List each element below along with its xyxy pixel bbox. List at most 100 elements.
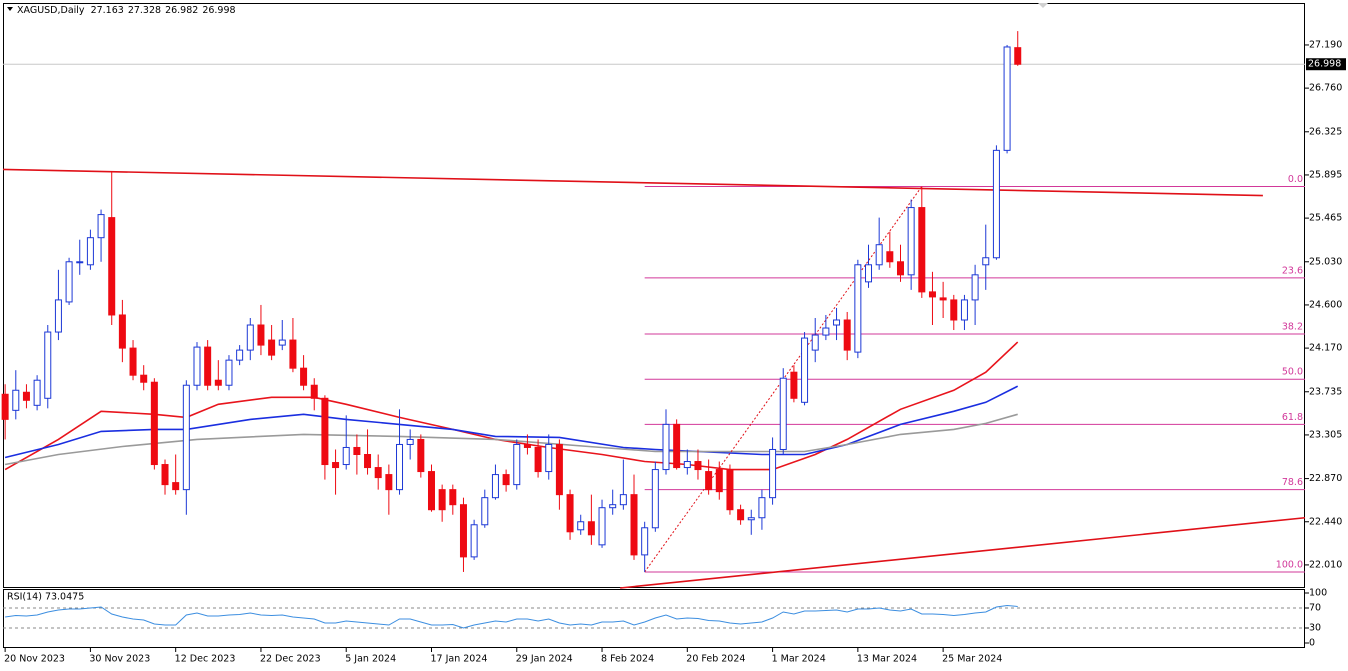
candle-body <box>438 489 446 511</box>
candle-body <box>896 261 904 276</box>
candle-body <box>172 482 180 491</box>
candle-body <box>161 464 169 486</box>
candle-body <box>118 314 126 349</box>
candle-body <box>182 384 190 491</box>
x-tick-label: 8 Feb 2024 <box>601 654 654 665</box>
header-low: 26.982 <box>165 5 198 16</box>
x-tick-label: 1 Mar 2024 <box>772 654 826 665</box>
candle-body <box>822 327 830 336</box>
candle-body <box>300 367 308 386</box>
candle-body <box>534 446 542 473</box>
x-tick-label: 20 Feb 2024 <box>686 654 745 665</box>
candle-body <box>662 423 670 471</box>
candle-body <box>268 339 276 356</box>
candle-body <box>833 319 841 326</box>
candle-body <box>790 371 798 399</box>
y-tick-label: 24.170 <box>1309 343 1342 354</box>
rsi-tick-label: 70 <box>1309 603 1321 614</box>
moving-average <box>4 341 1019 471</box>
candle-body <box>630 494 638 556</box>
rsi-tick-label: 0 <box>1309 638 1315 649</box>
y-tick-label: 25.030 <box>1309 256 1342 267</box>
candle-body <box>140 374 148 383</box>
rsi-title: RSI(14) 73.0475 <box>7 592 84 603</box>
fib-label: 0.0 <box>1288 174 1303 185</box>
candle-body <box>353 446 361 456</box>
chart-header: XAGUSD,Daily 27.163 27.328 26.982 26.998 <box>17 5 236 16</box>
candle-body <box>982 257 990 266</box>
candle-body <box>396 443 404 491</box>
candle-body <box>928 291 936 298</box>
x-tick-label: 13 Mar 2024 <box>857 654 917 665</box>
candle-body <box>44 331 52 399</box>
candle-body <box>971 274 979 301</box>
candle-body <box>1 393 9 420</box>
candle-body <box>715 469 723 493</box>
y-tick-label: 23.735 <box>1309 386 1342 397</box>
candle-body <box>76 261 84 264</box>
candle-body <box>33 379 41 406</box>
x-tick-label: 25 Mar 2024 <box>942 654 1002 665</box>
candle-body <box>22 391 30 401</box>
candle-body <box>523 443 531 448</box>
candle-body <box>566 494 574 533</box>
candle-body <box>641 527 649 556</box>
candle-body <box>545 443 553 473</box>
candle-body <box>204 346 212 386</box>
rsi-panel-frame <box>3 589 1305 648</box>
fib-label: 100.0 <box>1276 559 1303 570</box>
fib-label: 61.8 <box>1282 412 1303 423</box>
candle-body <box>108 217 116 316</box>
candle-body <box>737 509 745 521</box>
candle-body <box>960 299 968 321</box>
trendline <box>620 516 1306 589</box>
header-open: 27.163 <box>91 5 124 16</box>
candle-body <box>513 443 521 486</box>
candle-body <box>673 423 681 469</box>
fib-label: 38.2 <box>1282 322 1303 333</box>
current-price-tag <box>1306 58 1346 71</box>
candle-body <box>364 454 372 469</box>
rsi-tick-label: 30 <box>1309 623 1321 634</box>
candle-body <box>449 489 457 506</box>
x-tick-label: 12 Dec 2023 <box>175 654 236 665</box>
y-tick-label: 23.305 <box>1309 429 1342 440</box>
shift-marker <box>1038 3 1048 8</box>
candle-body <box>342 446 350 466</box>
y-tick-label: 22.870 <box>1309 473 1342 484</box>
x-tick-label: 22 Dec 2023 <box>260 654 321 665</box>
candle-body <box>257 324 265 346</box>
y-tick-label: 25.465 <box>1309 213 1342 224</box>
candle-body <box>459 504 467 558</box>
candle-body <box>427 471 435 511</box>
fib-label: 78.6 <box>1282 477 1303 488</box>
candle-body <box>747 517 755 521</box>
header-high: 27.328 <box>128 5 161 16</box>
menu-triangle <box>7 7 13 11</box>
candle-body <box>491 474 499 499</box>
candle-body <box>502 474 510 486</box>
x-tick-label: 17 Jan 2024 <box>430 654 487 665</box>
candle-body <box>406 438 414 445</box>
candle-body <box>801 337 809 403</box>
candle-body <box>310 384 318 399</box>
candle-body <box>950 299 958 321</box>
candle-body <box>758 497 766 519</box>
candle-body <box>86 237 94 266</box>
y-tick-label: 24.600 <box>1309 299 1342 310</box>
candle-body <box>481 497 489 526</box>
candle-body <box>918 207 926 293</box>
header-close: 26.998 <box>202 5 235 16</box>
candle-body <box>577 521 585 531</box>
symbol: XAGUSD,Daily <box>17 5 85 16</box>
candle-body <box>129 347 137 376</box>
rsi-line <box>5 604 1018 629</box>
candle-body <box>214 379 222 386</box>
x-tick-label: 5 Jan 2024 <box>345 654 396 665</box>
candle-body <box>417 438 425 473</box>
candle-body <box>992 149 1000 259</box>
moving-average <box>4 413 1018 466</box>
candle-body <box>321 397 329 466</box>
candle-body <box>54 299 62 333</box>
candle-body <box>843 319 851 351</box>
